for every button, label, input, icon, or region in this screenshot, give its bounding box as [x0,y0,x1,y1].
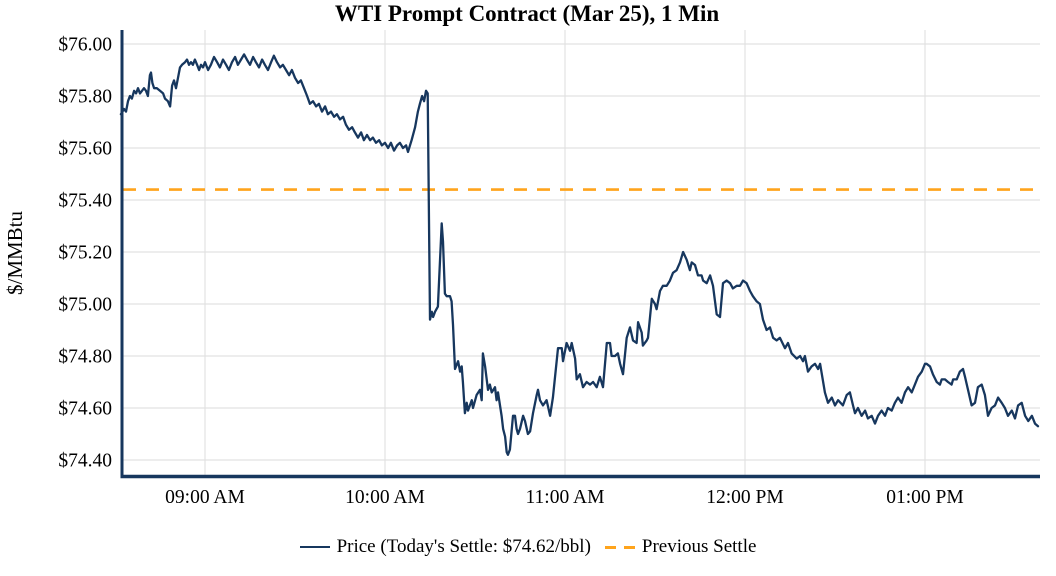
y-tick-label: $75.20 [58,243,112,264]
y-tick-label: $75.00 [58,295,112,316]
y-tick-label: $74.40 [58,451,112,472]
previous-settle-swatch [604,545,635,549]
y-tick-label: $74.60 [58,399,112,420]
legend-item-previous-settle: Previous Settle [604,533,757,561]
price-line-swatch [299,545,330,549]
x-tick-label: 11:00 AM [526,487,605,508]
x-tick-label: 10:00 AM [345,487,425,508]
y-tick-label: $75.80 [58,87,112,108]
x-tick-label: 01:00 PM [886,487,963,508]
y-tick-label: $74.80 [58,347,112,368]
x-tick-label: 12:00 PM [706,487,783,508]
price-line-series [119,53,1040,456]
y-tick-label: $76.00 [58,35,112,56]
previous-settle-legend-label: Previous Settle [641,536,757,557]
gridlines [122,30,1040,477]
y-tick-label: $75.40 [58,191,112,212]
x-axis-tick-labels: 09:00 AM 10:00 AM 11:00 AM 12:00 PM 01:00 PM [165,487,964,508]
y-tick-label: $75.60 [58,139,112,160]
y-axis-title: $/MMBtu [3,210,27,295]
legend-item-price: Price (Today's Settle: $74.62/bbl) [299,533,591,561]
y-axis-tick-labels: $76.00 $75.80 $75.60 $75.40 $75.20 $75.00 $74.… [58,35,112,472]
chart-legend: Price (Today's Settle: $74.62/bbl) Previ… [0,533,1056,561]
chart-title: WTI Prompt Contract (Mar 25), 1 Min [335,1,720,26]
x-tick-label: 09:00 AM [165,487,245,508]
price-legend-label: Price (Today's Settle: $74.62/bbl) [336,536,591,557]
